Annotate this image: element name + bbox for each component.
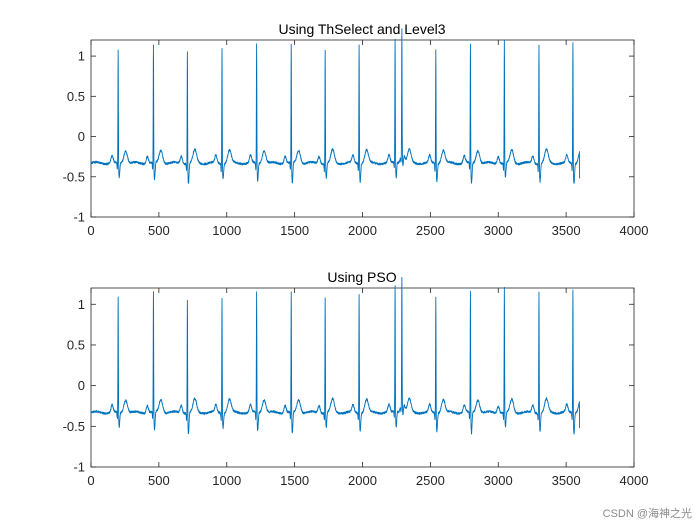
- y-tick-label: -0.5: [63, 419, 85, 434]
- y-tick-label: 0.5: [67, 337, 85, 352]
- x-tick-label: 1000: [212, 223, 241, 238]
- x-tick-label: 3000: [484, 473, 513, 488]
- watermark: CSDN @海神之光: [602, 508, 692, 520]
- axes-box: [90, 287, 635, 468]
- y-tick-label: 1: [78, 49, 85, 64]
- x-tick-label: 1500: [280, 473, 309, 488]
- y-tick-label: 0: [78, 378, 85, 393]
- y-tick-label: -1: [73, 210, 85, 225]
- x-tick-label: 500: [148, 473, 170, 488]
- y-tick-label: 0.5: [67, 89, 85, 104]
- x-tick-label: 2500: [416, 223, 445, 238]
- x-tick-label: 4000: [620, 473, 649, 488]
- x-tick-label: 1500: [280, 223, 309, 238]
- y-tick-label: -0.5: [63, 169, 85, 184]
- x-tick-label: 3000: [484, 223, 513, 238]
- chart-title: Using PSO: [327, 269, 396, 285]
- x-tick-label: 500: [148, 223, 170, 238]
- y-tick-label: 0: [78, 129, 85, 144]
- x-tick-label: 3500: [552, 223, 581, 238]
- y-tick-label: 1: [78, 297, 85, 312]
- x-tick-label: 2000: [348, 473, 377, 488]
- x-tick-label: 4000: [620, 223, 649, 238]
- subplot-pso: Using PSO 0 500 1000 1500 2000 2500 3000 3500 40…: [63, 269, 649, 488]
- x-tick-label: 2000: [348, 223, 377, 238]
- x-tick-label: 1000: [212, 473, 241, 488]
- y-tick-label: -1: [73, 460, 85, 475]
- x-tick-label: 3500: [552, 473, 581, 488]
- chart-title: Using ThSelect and Level3: [278, 21, 445, 37]
- x-tick-label: 0: [87, 473, 94, 488]
- x-tick-label: 2500: [416, 473, 445, 488]
- series-line: [90, 28, 581, 184]
- x-tick-label: 0: [87, 223, 94, 238]
- axes-box: [90, 39, 635, 218]
- series-line: [90, 276, 581, 435]
- subplot-thselect: Using ThSelect and Level3 0 500 1000 1500 20…: [63, 21, 649, 238]
